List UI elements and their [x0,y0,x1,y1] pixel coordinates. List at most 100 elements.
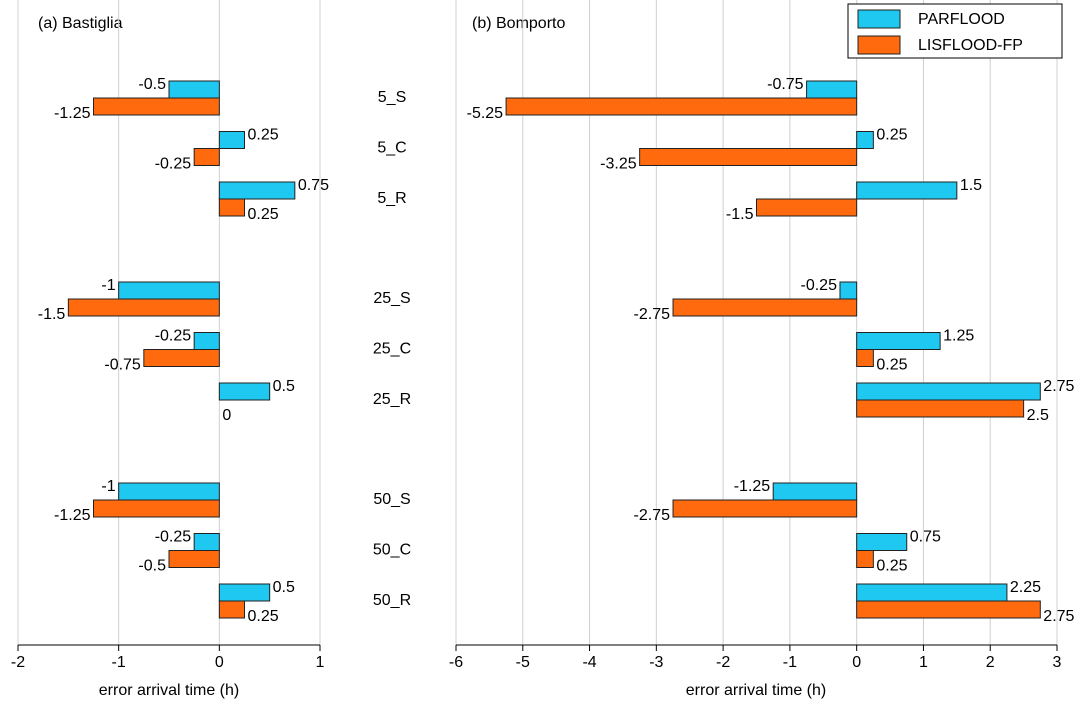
data-label: -1.25 [54,105,91,122]
data-label: 0.5 [273,579,295,596]
x-tick-label: 0 [852,654,861,671]
chart-title: (b) Bomporto [472,15,565,32]
category-label: 5_C [377,140,406,157]
data-label: 0.25 [876,558,907,575]
data-label: -0.25 [801,277,838,294]
bar [193,148,220,166]
x-tick-label: -1 [783,654,797,671]
bar [93,97,220,116]
legend-swatch [857,9,901,29]
data-label: 0 [222,407,231,424]
data-label: 0.5 [273,378,295,395]
data-label: -0.25 [155,328,192,345]
bar [505,97,858,116]
category-label: 50_S [373,491,410,508]
data-label: 0.25 [876,127,907,144]
bar [856,600,1041,619]
x-tick-label: 1 [919,654,928,671]
data-label: -1 [101,277,115,294]
bar [856,583,1008,602]
data-label: -0.5 [138,76,166,93]
data-label: -1.25 [734,478,771,495]
category-label: 25_C [373,341,411,358]
bar [856,349,874,367]
x-tick-label: -4 [582,654,596,671]
bar [218,583,271,602]
data-label: -0.75 [767,76,804,93]
bar [756,198,858,217]
data-label: -2.75 [634,306,671,323]
x-axis-label: error arrival time (h) [686,682,826,699]
x-tick-label: -1 [112,654,126,671]
bar [672,298,858,317]
bar [856,131,874,149]
bar [118,281,220,300]
bar [772,482,858,501]
x-tick-label: -2 [716,654,730,671]
x-tick-label: -2 [11,654,25,671]
data-label: -1.5 [38,306,66,323]
legend-label: LISFLOOD-FP [918,37,1023,54]
data-label: 0.25 [248,608,279,625]
bar [672,499,858,518]
category-label: 50_C [373,542,411,559]
category-label: 50_R [373,592,411,609]
data-label: -2.75 [634,507,671,524]
legend-swatch [857,35,901,55]
bar [806,80,858,99]
bar [856,332,941,350]
data-label: 0.25 [248,206,279,223]
bar [218,131,245,149]
category-label: 25_R [373,391,411,408]
x-axis-label: error arrival time (h) [99,682,239,699]
x-tick-label: 3 [1053,654,1062,671]
bar [218,382,271,401]
data-label: -1.5 [726,206,754,223]
bar [856,382,1041,401]
category-label: 5_S [378,89,406,106]
x-tick-label: -6 [449,654,463,671]
data-label: 1.5 [960,177,982,194]
data-label: 2.5 [1027,407,1049,424]
bar [118,482,220,501]
data-label: -3.25 [600,156,637,173]
data-label: 2.75 [1043,608,1074,625]
chart-title: (a) Bastiglia [38,15,123,32]
category-label: 5_R [377,190,406,207]
data-label: 0.25 [876,357,907,374]
x-tick-label: -3 [649,654,663,671]
bar [856,181,958,200]
bar [218,181,296,200]
bar [856,533,908,551]
data-label: 0.75 [910,529,941,546]
bar [856,550,874,568]
bar [67,298,220,317]
data-label: -1.25 [54,507,91,524]
data-label: 1.25 [943,328,974,345]
data-label: -0.75 [104,357,141,374]
bar [218,198,245,217]
bar [93,499,220,518]
bar [839,281,858,300]
data-label: -5.25 [467,105,504,122]
x-tick-label: 0 [215,654,224,671]
data-label: -0.25 [155,529,192,546]
bar [168,550,220,568]
data-label: 2.75 [1043,378,1074,395]
x-tick-label: 1 [316,654,325,671]
data-label: 0.75 [298,177,329,194]
bar [168,80,220,99]
bar [143,349,220,367]
x-tick-label: 2 [986,654,995,671]
bar [193,533,220,551]
bar [218,600,245,619]
bar [193,332,220,350]
data-label: -0.5 [138,558,166,575]
legend-label: PARFLOOD [918,11,1005,28]
data-label: -1 [101,478,115,495]
bar [639,148,858,166]
category-label: 25_S [373,290,410,307]
x-tick-label: -5 [516,654,530,671]
bar [856,399,1025,418]
